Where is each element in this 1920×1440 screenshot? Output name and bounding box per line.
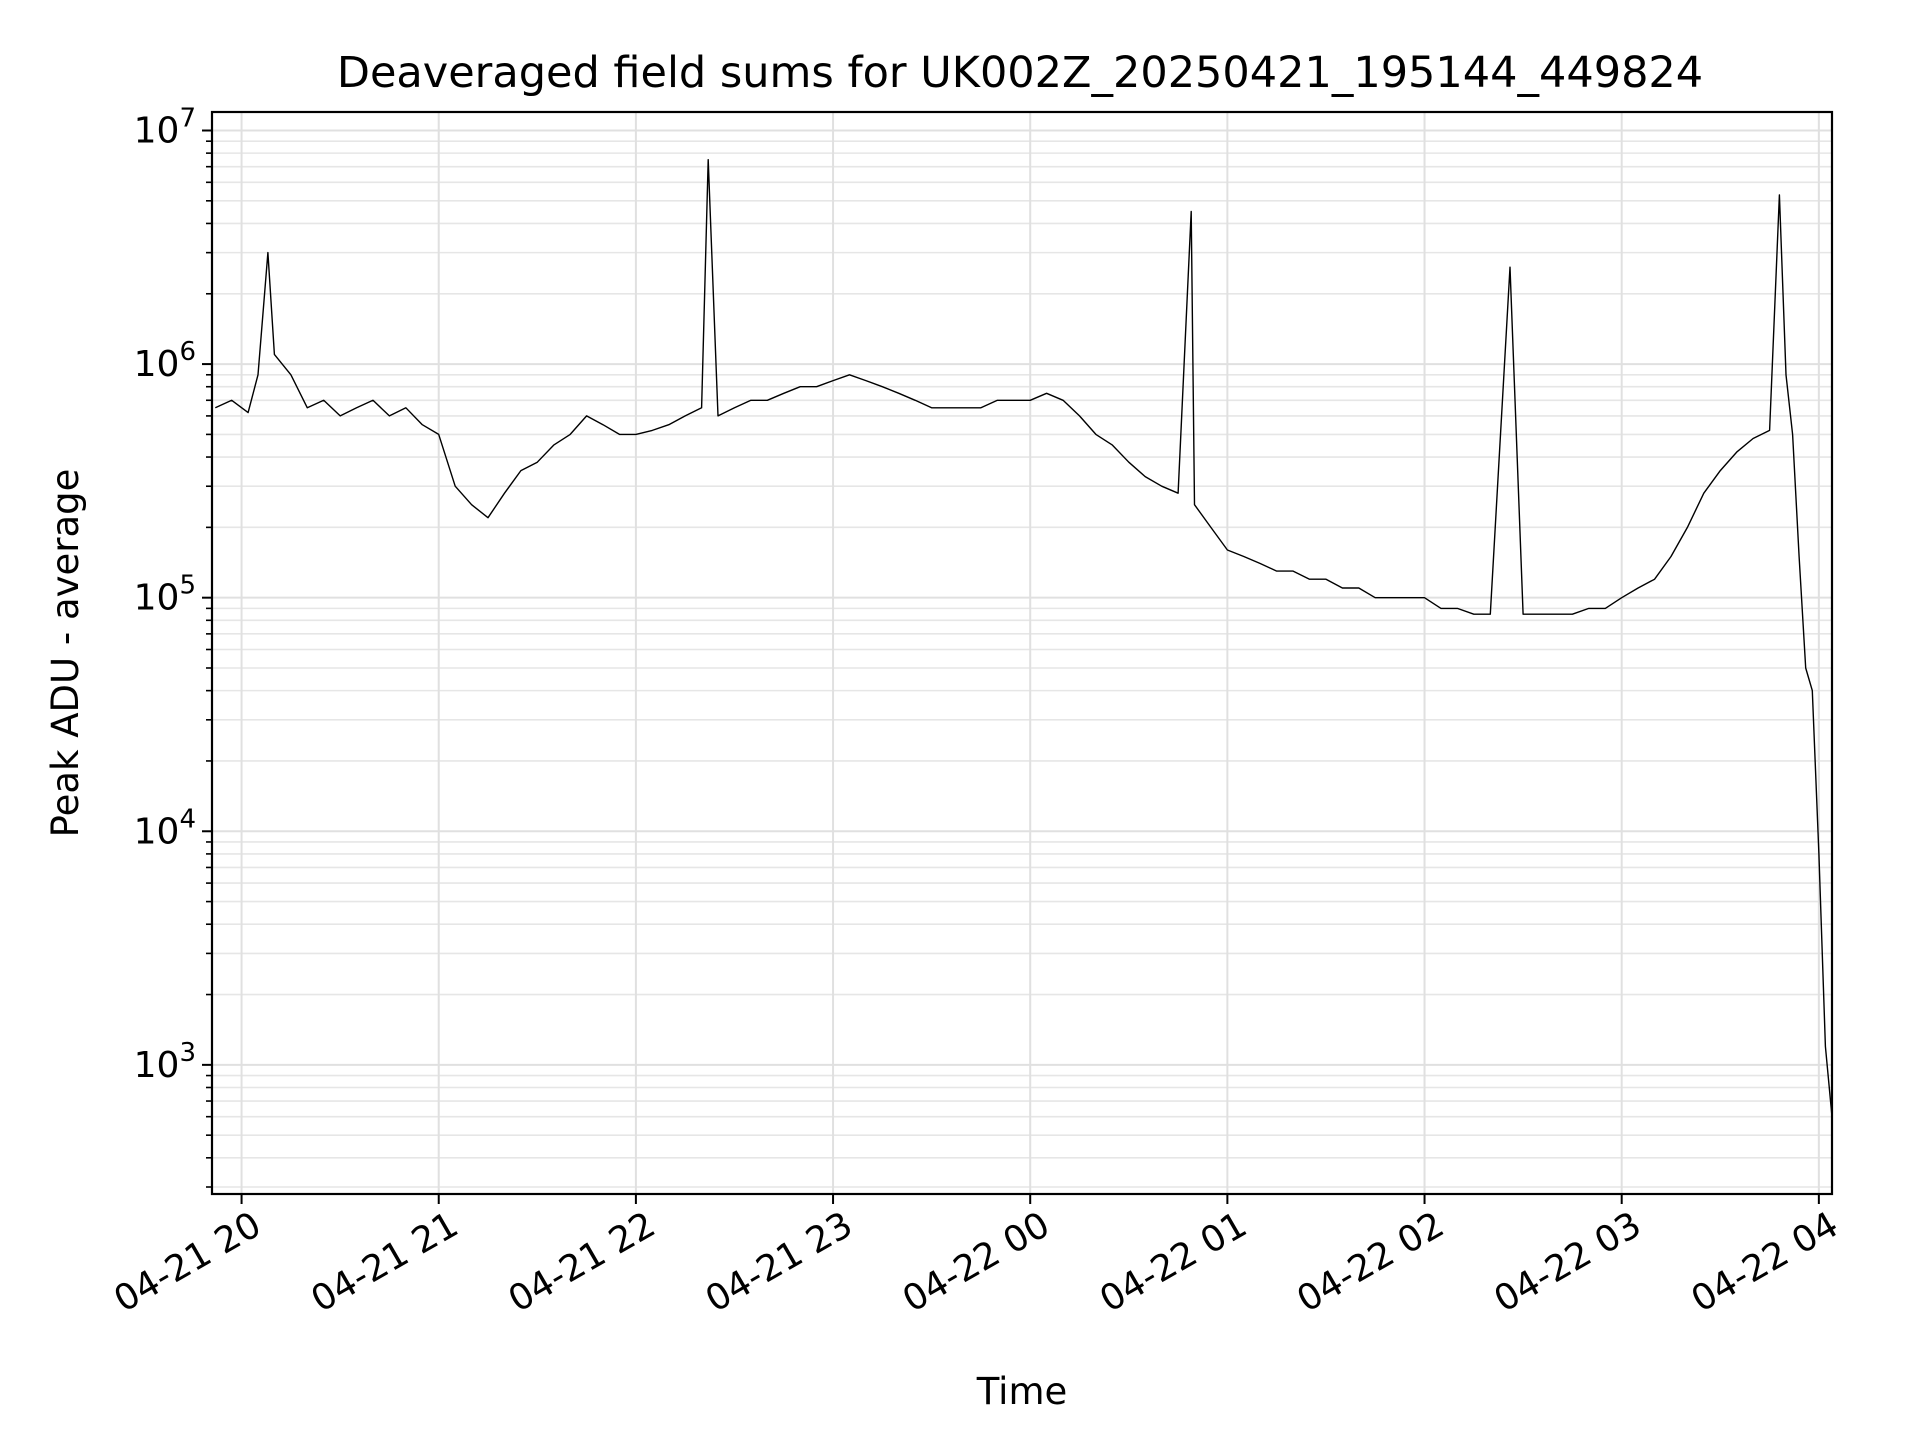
y-tick-label: 106 <box>134 337 196 385</box>
y-axis-label: Peak ADU - average <box>44 469 87 838</box>
x-axis-label: Time <box>976 1370 1068 1413</box>
x-tick-label: 04-22 03 <box>1488 1204 1649 1320</box>
x-tick-label: 04-21 22 <box>502 1204 663 1320</box>
x-tick-label: 04-21 20 <box>107 1204 268 1320</box>
y-tick-label: 107 <box>134 103 196 151</box>
x-tick-label: 04-21 23 <box>699 1204 860 1320</box>
signal-line <box>215 159 1832 1117</box>
x-tick-label: 04-22 01 <box>1093 1204 1254 1320</box>
x-tick-label: 04-21 21 <box>305 1204 466 1320</box>
x-tick-label: 04-22 02 <box>1290 1204 1451 1320</box>
plot-area <box>215 159 1832 1117</box>
x-tick-label: 04-22 00 <box>896 1204 1057 1320</box>
y-tick-label: 103 <box>134 1038 196 1086</box>
grid-layer <box>212 112 1832 1194</box>
y-tick-label: 105 <box>134 571 196 619</box>
y-tick-label: 104 <box>134 804 196 852</box>
x-ticks: 04-21 20 04-21 21 04-21 22 04-21 23 04-22 00… <box>107 1194 1845 1321</box>
plot-frame <box>210 110 1834 1196</box>
y-ticks: 103 104 105 106 107 <box>134 103 212 1188</box>
chart-title: Deaveraged field sums for UK002Z_2025042… <box>337 48 1703 98</box>
x-tick-label: 04-22 04 <box>1685 1204 1846 1320</box>
